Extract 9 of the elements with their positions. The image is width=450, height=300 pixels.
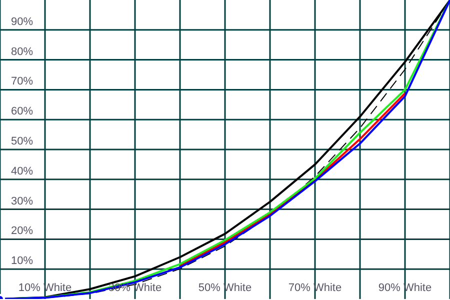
y-tick-label: 50% <box>11 136 34 148</box>
y-tick-label: 40% <box>11 165 34 178</box>
y-tick-label: 10% <box>11 255 34 268</box>
y-tick-label: 20% <box>11 225 34 238</box>
y-tick-label: 80% <box>11 46 34 58</box>
y-tick-label: 90% <box>11 16 34 28</box>
y-tick-label: 30% <box>11 195 34 208</box>
y-tick-label: 70% <box>11 76 34 88</box>
y-tick-label: 60% <box>11 106 34 118</box>
